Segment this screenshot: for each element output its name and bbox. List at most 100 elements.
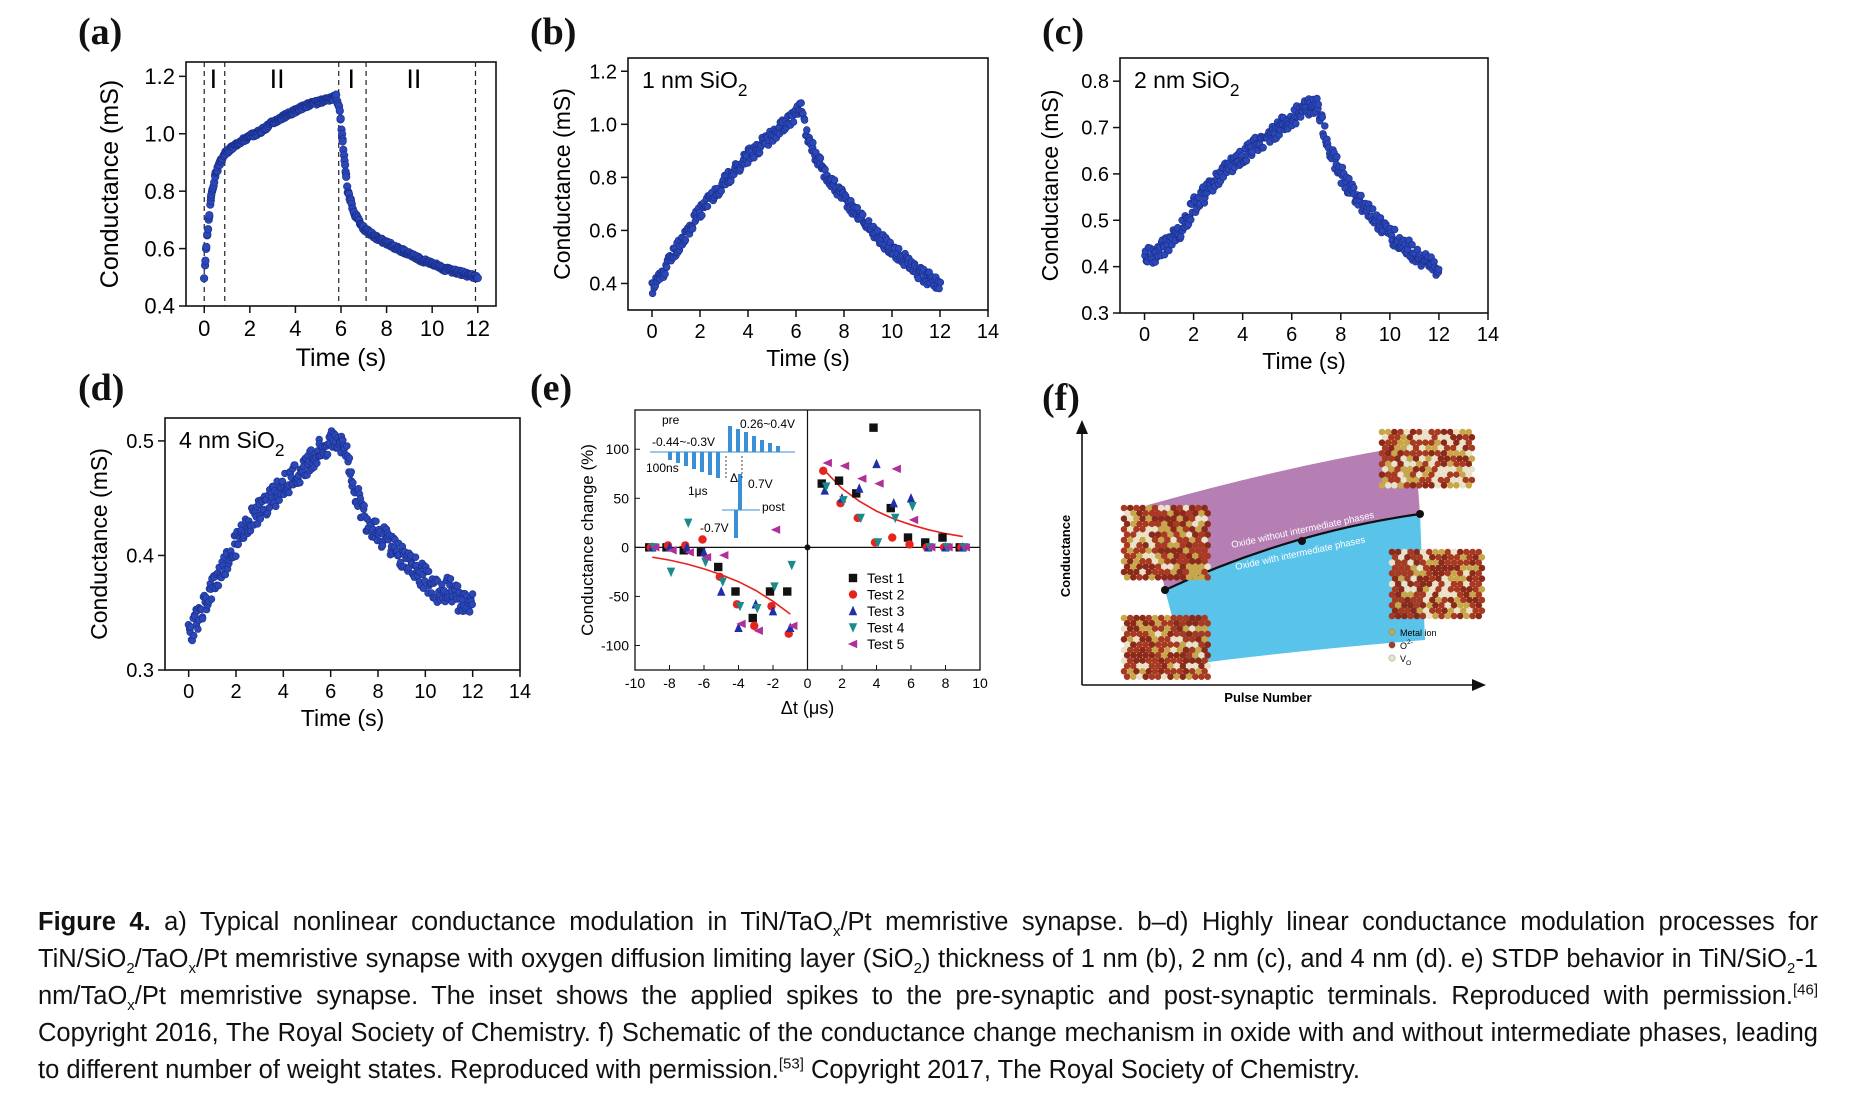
atom (1434, 482, 1442, 489)
atom (1154, 673, 1162, 680)
atom (1401, 612, 1408, 620)
atom (1391, 482, 1398, 489)
region-label: I (210, 64, 218, 94)
atom-cluster (1388, 548, 1486, 620)
data-point (204, 225, 213, 234)
atom (1130, 574, 1137, 581)
atom (1403, 482, 1411, 489)
legend-marker (1388, 654, 1396, 662)
atom (1440, 482, 1448, 489)
atom (1192, 574, 1199, 581)
x-tick-label: 10 (881, 321, 903, 343)
data-point (336, 114, 345, 123)
atom (1173, 574, 1180, 581)
atom (1438, 612, 1445, 620)
atom (1123, 673, 1131, 680)
atom (1204, 673, 1211, 680)
atom (1167, 673, 1174, 680)
x-axis-label: Time (s) (296, 344, 387, 372)
atom (1136, 574, 1143, 581)
caption-ref: [53] (778, 1055, 804, 1073)
panel-annotation: 1 nm SiO2 (642, 67, 747, 100)
x-tick-label: 10 (420, 316, 444, 341)
data-point (717, 187, 725, 195)
atom (1446, 482, 1454, 489)
atom (1407, 612, 1414, 620)
x-tick-label: 12 (929, 321, 951, 343)
x-axis-arrow (1472, 679, 1486, 691)
atom-cluster (1120, 504, 1211, 581)
y-axis-label: Conductance (1058, 515, 1073, 597)
caption-text-i: Copyright 2017, The Royal Society of Che… (803, 1056, 1360, 1084)
atom (1130, 673, 1137, 680)
data-point (338, 137, 347, 146)
curve-node (1298, 537, 1306, 545)
atom (1409, 482, 1417, 489)
figure-label: Figure 4. (38, 908, 151, 936)
plot-frame (627, 57, 989, 311)
atom (1142, 574, 1149, 581)
y-tick-label: 1.0 (589, 114, 617, 136)
atom (1167, 574, 1174, 581)
y-tick-label: 0.4 (144, 294, 175, 319)
curve-node (1161, 586, 1169, 594)
x-axis-label: Time (s) (766, 345, 849, 371)
data-point (703, 202, 712, 211)
data-point (698, 211, 706, 220)
x-tick-label: 8 (380, 316, 392, 341)
data-point (797, 99, 805, 107)
x-tick-label: 6 (790, 321, 801, 343)
y-axis-label: Conductance (mS) (549, 88, 575, 280)
data-point (205, 211, 214, 220)
atom (1198, 574, 1205, 581)
panel-label-f: (f) (1042, 377, 1080, 419)
x-tick-label: 2 (694, 321, 705, 343)
figure-caption: Figure 4. a) Typical nonlinear conductan… (38, 904, 1818, 1089)
y-tick-label: 1.2 (144, 64, 175, 89)
y-tick-label: 0.6 (144, 236, 175, 261)
atom (1142, 673, 1149, 680)
data-point (201, 256, 210, 265)
atom-cluster (1378, 428, 1476, 489)
atom (1388, 612, 1396, 620)
legend-marker (1388, 641, 1396, 649)
y-axis-label: Conductance (mS) (96, 80, 124, 288)
atom (1204, 574, 1211, 581)
legend-marker (1388, 628, 1396, 636)
atom (1192, 673, 1199, 680)
y-tick-label: 0.8 (589, 167, 617, 189)
x-tick-label: 4 (742, 321, 753, 343)
atom (1469, 612, 1476, 620)
atom (1463, 612, 1470, 620)
caption-sub: 2 (913, 960, 922, 978)
y-axis-arrow (1076, 420, 1088, 434)
atom (1453, 482, 1460, 489)
y-tick-label: 0.4 (589, 273, 617, 295)
region-label: II (406, 64, 421, 94)
legend-label: O2- (1400, 639, 1413, 651)
atom (1419, 612, 1427, 620)
atom (1148, 574, 1156, 581)
atom (1428, 482, 1435, 489)
legend-label: VO (1400, 654, 1411, 667)
caption-sub: x (188, 960, 197, 978)
atom (1459, 482, 1466, 489)
caption-text-e: ) thickness of 1 nm (b), 2 nm (c), and 4… (921, 945, 1787, 973)
x-tick-label: 14 (977, 321, 999, 343)
y-tick-label: 1.0 (144, 121, 175, 146)
region-label: I (347, 64, 355, 94)
y-tick-label: 0.8 (144, 179, 175, 204)
x-tick-label: 12 (466, 316, 490, 341)
atom (1456, 612, 1464, 620)
atom (1432, 612, 1439, 620)
atom (1425, 612, 1433, 620)
atom (1185, 574, 1193, 581)
caption-sub: x (127, 997, 135, 1015)
x-tick-label: 6 (335, 316, 347, 341)
panel-label-c: (c) (1042, 11, 1085, 53)
atom (1415, 482, 1423, 489)
atom (1444, 612, 1452, 620)
atom (1185, 673, 1193, 680)
legend-label: Metal ion (1400, 628, 1437, 638)
